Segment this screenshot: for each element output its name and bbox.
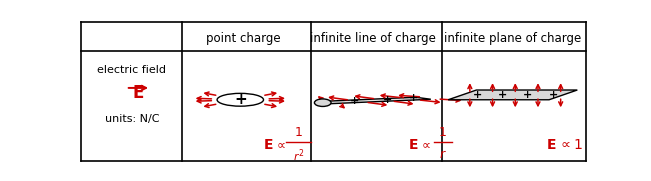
Text: $r^{2}$: $r^{2}$ (293, 148, 304, 165)
Text: +: + (409, 94, 418, 104)
Circle shape (226, 96, 255, 104)
Text: +: + (498, 90, 507, 100)
Text: +: + (473, 90, 482, 100)
Text: $\mathbf{E}$: $\mathbf{E}$ (546, 138, 557, 152)
Text: +: + (549, 90, 558, 100)
Text: infinite plane of charge: infinite plane of charge (444, 32, 581, 45)
Text: $\propto$: $\propto$ (419, 139, 432, 151)
Text: +: + (234, 92, 247, 107)
Text: electric field: electric field (98, 66, 166, 75)
Text: 1: 1 (439, 126, 447, 139)
Text: 1: 1 (294, 126, 302, 139)
Text: +: + (383, 95, 392, 105)
Text: +: + (350, 96, 359, 106)
Polygon shape (448, 90, 577, 100)
Text: infinite line of charge: infinite line of charge (310, 32, 436, 45)
Text: $\mathbf{E}$: $\mathbf{E}$ (408, 138, 419, 152)
Text: units: N/C: units: N/C (105, 114, 159, 124)
Text: $\mathbf{E}$: $\mathbf{E}$ (262, 138, 273, 152)
Text: point charge: point charge (206, 32, 280, 45)
Text: $\mathbf{E}$: $\mathbf{E}$ (132, 84, 145, 102)
Text: $\propto$: $\propto$ (274, 139, 286, 151)
Text: $\propto 1$: $\propto 1$ (558, 138, 583, 152)
Polygon shape (315, 97, 431, 104)
Text: $r$: $r$ (439, 148, 447, 161)
Ellipse shape (314, 99, 331, 106)
Text: +: + (523, 90, 533, 100)
